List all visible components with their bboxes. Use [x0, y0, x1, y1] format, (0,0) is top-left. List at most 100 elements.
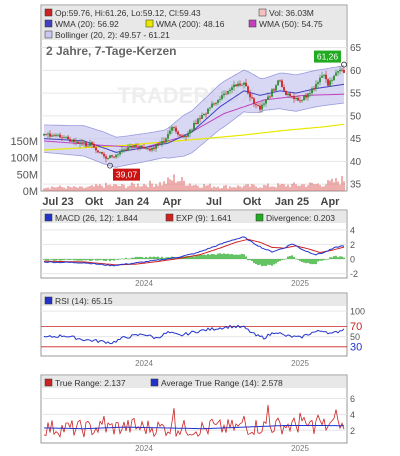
divergence-bar	[159, 257, 161, 260]
volume-bar	[165, 183, 167, 191]
candle-body	[49, 133, 51, 137]
candle-body	[243, 82, 245, 85]
candle-body	[249, 93, 251, 98]
candle-body	[47, 133, 49, 135]
price-y-tick: 55	[350, 89, 362, 100]
volume-bar	[321, 186, 323, 191]
divergence-bar	[253, 259, 255, 264]
volume-bar	[191, 185, 193, 191]
volume-bar	[223, 185, 225, 191]
divergence-bar	[69, 259, 71, 261]
volume-bar	[193, 185, 195, 191]
divergence-bar	[237, 254, 239, 260]
divergence-bar	[339, 256, 341, 260]
candle-body	[61, 137, 63, 139]
volume-bar	[209, 183, 211, 191]
candle-body	[177, 131, 179, 135]
volume-y-axis: 0M 50M 100M 150M	[10, 136, 38, 198]
candle-body	[285, 90, 287, 95]
candle-body	[273, 89, 275, 91]
divergence-bar	[67, 259, 69, 260]
divergence-bar	[99, 259, 101, 261]
divergence-bar	[213, 254, 215, 260]
volume-bar	[163, 181, 165, 191]
candle-body	[271, 89, 273, 97]
divergence-bar	[45, 259, 47, 261]
volume-bar	[237, 185, 239, 191]
divergence-bar	[151, 257, 153, 260]
candle-body	[45, 134, 47, 135]
divergence-bar	[193, 256, 195, 260]
price-panel: TRADERFOX Op:59.76, Hi:61.26, Lo:59.12, …	[10, 4, 362, 208]
divergence-bar	[279, 259, 281, 262]
divergence-bar	[291, 255, 293, 260]
price-x-tick: Apr	[321, 196, 341, 208]
candle-body	[203, 113, 205, 116]
candle-body	[137, 146, 139, 148]
candle-body	[293, 96, 295, 100]
candle-body	[71, 139, 73, 142]
divergence-bar	[293, 256, 295, 260]
candle-body	[297, 97, 299, 101]
candle-body	[165, 138, 167, 143]
divergence-bar	[95, 259, 97, 261]
rsi-y-tick: 30	[350, 341, 362, 353]
candle-body	[329, 80, 331, 86]
candle-body	[331, 80, 333, 81]
candle-body	[313, 88, 315, 90]
volume-bar	[47, 187, 49, 191]
divergence-bar	[143, 257, 145, 260]
candle-body	[269, 96, 271, 98]
volume-bar	[107, 185, 109, 191]
divergence-bar	[327, 259, 329, 260]
candle-body	[289, 93, 291, 97]
volume-bar	[81, 186, 83, 191]
volume-bar	[307, 185, 309, 191]
volume-bar	[95, 184, 97, 191]
volume-bar	[109, 184, 111, 191]
candle-body	[337, 71, 339, 73]
volume-bar	[245, 184, 247, 191]
divergence-bar	[319, 259, 321, 261]
volume-bar	[155, 184, 157, 191]
divergence-bar	[263, 259, 265, 266]
divergence-bar	[103, 259, 105, 261]
volume-bar	[99, 184, 101, 191]
divergence-bar	[65, 259, 67, 260]
volume-bar	[195, 184, 197, 191]
volume-bar	[65, 188, 67, 191]
volume-bars	[43, 174, 345, 191]
divergence-bar	[323, 259, 325, 261]
candle-body	[73, 139, 75, 142]
candle-body	[193, 122, 195, 130]
volume-bar	[261, 187, 263, 191]
divergence-bar	[101, 259, 103, 260]
volume-bar	[59, 185, 61, 191]
divergence-bar	[53, 259, 55, 261]
low-marker-dot	[107, 162, 113, 169]
volume-bar	[313, 184, 315, 191]
candle-body	[123, 149, 125, 151]
div-legend: Divergence: 0.203	[266, 213, 335, 223]
volume-bar	[161, 185, 163, 191]
volume-bar	[323, 186, 325, 191]
macd-swatch	[44, 213, 53, 222]
high-marker-box	[314, 50, 341, 63]
divergence-bar	[247, 259, 249, 261]
volume-bar	[341, 176, 343, 191]
divergence-bar	[251, 259, 253, 262]
volume-bar	[175, 182, 177, 191]
divergence-bar	[309, 259, 311, 264]
candle-body	[299, 100, 301, 102]
candle-body	[53, 135, 55, 137]
volume-bar	[185, 185, 187, 191]
candle-body	[157, 143, 159, 145]
candle-body	[183, 136, 185, 138]
divergence-bar	[97, 259, 99, 261]
divergence-bar	[245, 256, 247, 260]
divergence-bar	[157, 256, 159, 260]
average-true-range-line	[43, 425, 344, 430]
volume-bar	[315, 184, 317, 191]
divergence-bar	[207, 254, 209, 260]
bollinger-lower-line	[43, 102, 345, 168]
